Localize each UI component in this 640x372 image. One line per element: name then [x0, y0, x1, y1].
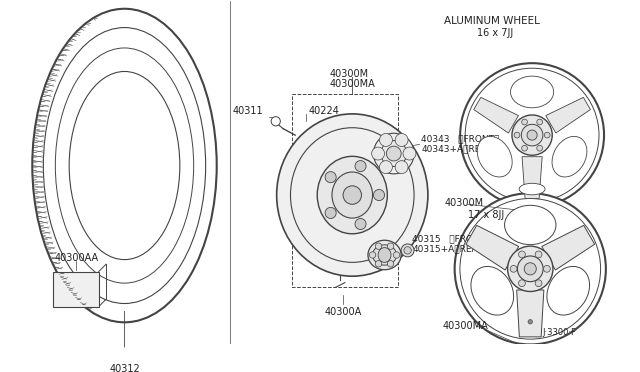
Text: J·3300·F: J·3300·F: [543, 328, 577, 337]
Circle shape: [381, 141, 406, 166]
Polygon shape: [516, 290, 544, 337]
Circle shape: [522, 145, 527, 151]
Circle shape: [387, 260, 394, 267]
Circle shape: [528, 320, 532, 324]
Circle shape: [535, 280, 542, 287]
Circle shape: [537, 145, 543, 151]
Circle shape: [380, 134, 392, 147]
Circle shape: [395, 134, 408, 147]
Ellipse shape: [332, 172, 372, 218]
Circle shape: [518, 251, 525, 258]
Circle shape: [387, 146, 401, 161]
Text: 40315   〈FRONT〉: 40315 〈FRONT〉: [412, 234, 491, 243]
Circle shape: [535, 251, 542, 258]
Circle shape: [375, 243, 382, 250]
Text: ALUMINUM WHEEL: ALUMINUM WHEEL: [445, 16, 540, 26]
Polygon shape: [466, 225, 519, 270]
Circle shape: [527, 130, 537, 140]
Text: 40300A: 40300A: [324, 307, 362, 317]
Ellipse shape: [504, 205, 556, 245]
Text: 40224: 40224: [309, 106, 340, 116]
Text: 40311: 40311: [232, 106, 263, 116]
Circle shape: [325, 208, 336, 218]
Text: 40315+A〈REAR〉: 40315+A〈REAR〉: [412, 244, 490, 253]
Circle shape: [545, 132, 550, 138]
Ellipse shape: [519, 183, 545, 195]
Circle shape: [372, 147, 385, 160]
Circle shape: [387, 243, 394, 250]
Polygon shape: [542, 225, 595, 270]
Circle shape: [537, 119, 543, 125]
Text: 40343   〈FRONT〉: 40343 〈FRONT〉: [422, 135, 500, 144]
Circle shape: [508, 246, 553, 292]
Circle shape: [460, 63, 604, 207]
Circle shape: [394, 252, 400, 258]
Ellipse shape: [477, 137, 512, 177]
Circle shape: [374, 133, 414, 174]
Bar: [52, 272, 99, 307]
Circle shape: [325, 171, 336, 183]
Polygon shape: [546, 97, 591, 133]
Circle shape: [510, 265, 517, 272]
Circle shape: [395, 161, 408, 174]
Ellipse shape: [372, 245, 397, 265]
Circle shape: [355, 218, 366, 230]
Text: 16 x 7JJ: 16 x 7JJ: [477, 28, 513, 38]
Ellipse shape: [276, 114, 428, 276]
Circle shape: [271, 117, 280, 126]
Circle shape: [369, 252, 376, 258]
Circle shape: [514, 132, 520, 138]
Ellipse shape: [511, 76, 554, 108]
Circle shape: [374, 189, 385, 201]
Circle shape: [518, 280, 525, 287]
Circle shape: [512, 115, 552, 155]
Text: 40300MA: 40300MA: [443, 321, 488, 331]
Circle shape: [375, 260, 382, 267]
Polygon shape: [474, 97, 518, 133]
Circle shape: [355, 161, 366, 171]
Text: 40300MA: 40300MA: [329, 79, 375, 89]
Polygon shape: [522, 157, 542, 198]
Bar: [292, 94, 398, 287]
Ellipse shape: [547, 266, 589, 315]
Text: 40312: 40312: [109, 364, 140, 372]
Circle shape: [403, 147, 416, 160]
Ellipse shape: [378, 248, 391, 262]
Circle shape: [517, 256, 543, 282]
Text: 40343+A〈REAR〉: 40343+A〈REAR〉: [422, 145, 499, 154]
Ellipse shape: [552, 137, 587, 177]
Text: 17 x 8JJ: 17 x 8JJ: [468, 210, 504, 220]
Circle shape: [522, 119, 527, 125]
Text: 40300AA: 40300AA: [54, 253, 99, 263]
Circle shape: [524, 263, 536, 275]
Circle shape: [522, 124, 543, 146]
Ellipse shape: [317, 156, 387, 234]
Ellipse shape: [32, 9, 217, 322]
Ellipse shape: [368, 240, 401, 270]
Ellipse shape: [471, 266, 514, 315]
Circle shape: [343, 186, 362, 204]
Circle shape: [401, 244, 414, 257]
Text: 40300M: 40300M: [445, 198, 484, 208]
Text: 40300M: 40300M: [329, 69, 369, 79]
Circle shape: [543, 265, 550, 272]
Circle shape: [380, 161, 392, 174]
Circle shape: [404, 247, 412, 254]
Circle shape: [454, 193, 606, 344]
